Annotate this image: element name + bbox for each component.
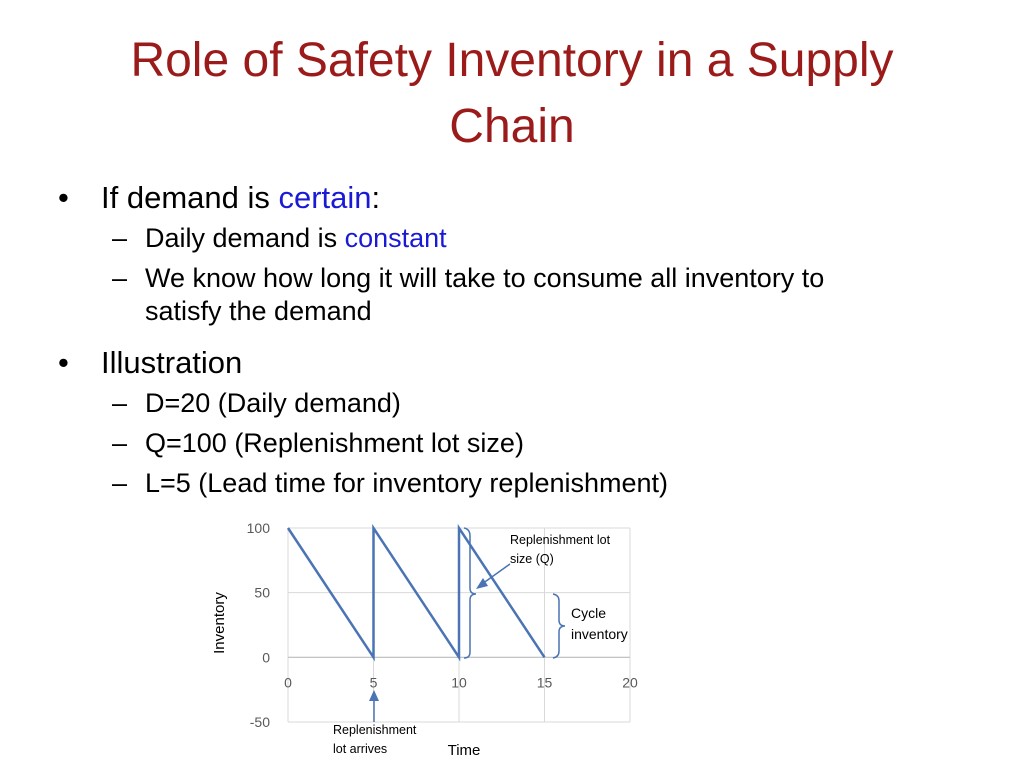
- x-tick-label: 20: [622, 674, 638, 690]
- highlight-certain: certain: [278, 180, 372, 215]
- x-tick-label: 10: [451, 674, 467, 690]
- annotation-lot-arrives-line-1: Replenishment: [333, 723, 417, 737]
- x-tick-label: 5: [370, 674, 378, 690]
- sub-bullet-text-line-2: satisfy the demand: [145, 296, 372, 326]
- bullet-list: • If demand is certain: – Daily demand i…: [58, 178, 978, 507]
- sub-bullet-text: L=5 (Lead time for inventory replenishme…: [145, 468, 669, 498]
- sub-bullet-dash: –: [112, 223, 128, 253]
- lot-size-brace: [463, 527, 477, 659]
- sub-bullet-text: Q=100 (Replenishment lot size): [145, 428, 524, 458]
- y-axis-label: Inventory: [211, 592, 228, 654]
- title-line-1: Role of Safety Inventory in a Supply: [130, 34, 894, 87]
- bullet-illustration: • Illustration: [58, 343, 978, 383]
- lot-size-arrow-shaft: [481, 563, 511, 585]
- y-tick-label: 0: [262, 649, 270, 665]
- lot-size-arrow-head: [476, 578, 488, 589]
- y-tick-label: 100: [247, 520, 271, 536]
- lot-arrives-arrow-head: [369, 690, 379, 701]
- bullet-demand-certain: • If demand is certain:: [58, 178, 978, 218]
- sub-bullet-text: D=20 (Daily demand): [145, 388, 401, 418]
- annotation-lot-size-line-2: size (Q): [510, 552, 554, 566]
- annotation-cycle-line-2: inventory: [571, 626, 628, 642]
- bullet-text: Illustration: [101, 345, 243, 380]
- title-line-2: Chain: [449, 100, 575, 153]
- sub-bullet-l: – L=5 (Lead time for inventory replenish…: [58, 467, 978, 500]
- highlight-constant: constant: [344, 223, 447, 253]
- chart-tick-labels: -50 0 50 100 0 5 10 15 20: [247, 520, 638, 730]
- y-tick-label: -50: [250, 714, 270, 730]
- bullet-text: If demand is: [101, 180, 279, 215]
- annotation-cycle-line-1: Cycle: [571, 605, 606, 621]
- bullet-dot: •: [58, 345, 69, 380]
- sub-bullet-daily-demand: – Daily demand is constant: [58, 222, 978, 255]
- annotation-lot-size-line-1: Replenishment lot: [510, 533, 611, 547]
- sub-bullet-d: – D=20 (Daily demand): [58, 387, 978, 420]
- slide-title: Role of Safety Inventory in a Supply Cha…: [0, 28, 1024, 160]
- x-axis-label: Time: [448, 742, 481, 759]
- bullet-colon: :: [371, 180, 381, 215]
- sub-bullet-text-line-1: We know how long it will take to consume…: [145, 263, 825, 293]
- sub-bullet-dash: –: [112, 388, 128, 418]
- x-tick-label: 0: [284, 674, 292, 690]
- y-tick-label: 50: [254, 585, 270, 601]
- cycle-inventory-brace: [552, 593, 566, 659]
- annotation-lot-arrives-line-2: lot arrives: [333, 742, 387, 756]
- sub-bullet-dash: –: [112, 263, 128, 293]
- sub-bullet-text: Daily demand is: [145, 223, 345, 253]
- x-tick-label: 15: [537, 674, 553, 690]
- sub-bullet-consume: – We know how long it will take to consu…: [58, 262, 978, 328]
- bullet-dot: •: [58, 180, 69, 215]
- sub-bullet-dash: –: [112, 468, 128, 498]
- sub-bullet-dash: –: [112, 428, 128, 458]
- inventory-sawtooth-line: [286, 523, 546, 662]
- sub-bullet-q: – Q=100 (Replenishment lot size): [58, 427, 978, 460]
